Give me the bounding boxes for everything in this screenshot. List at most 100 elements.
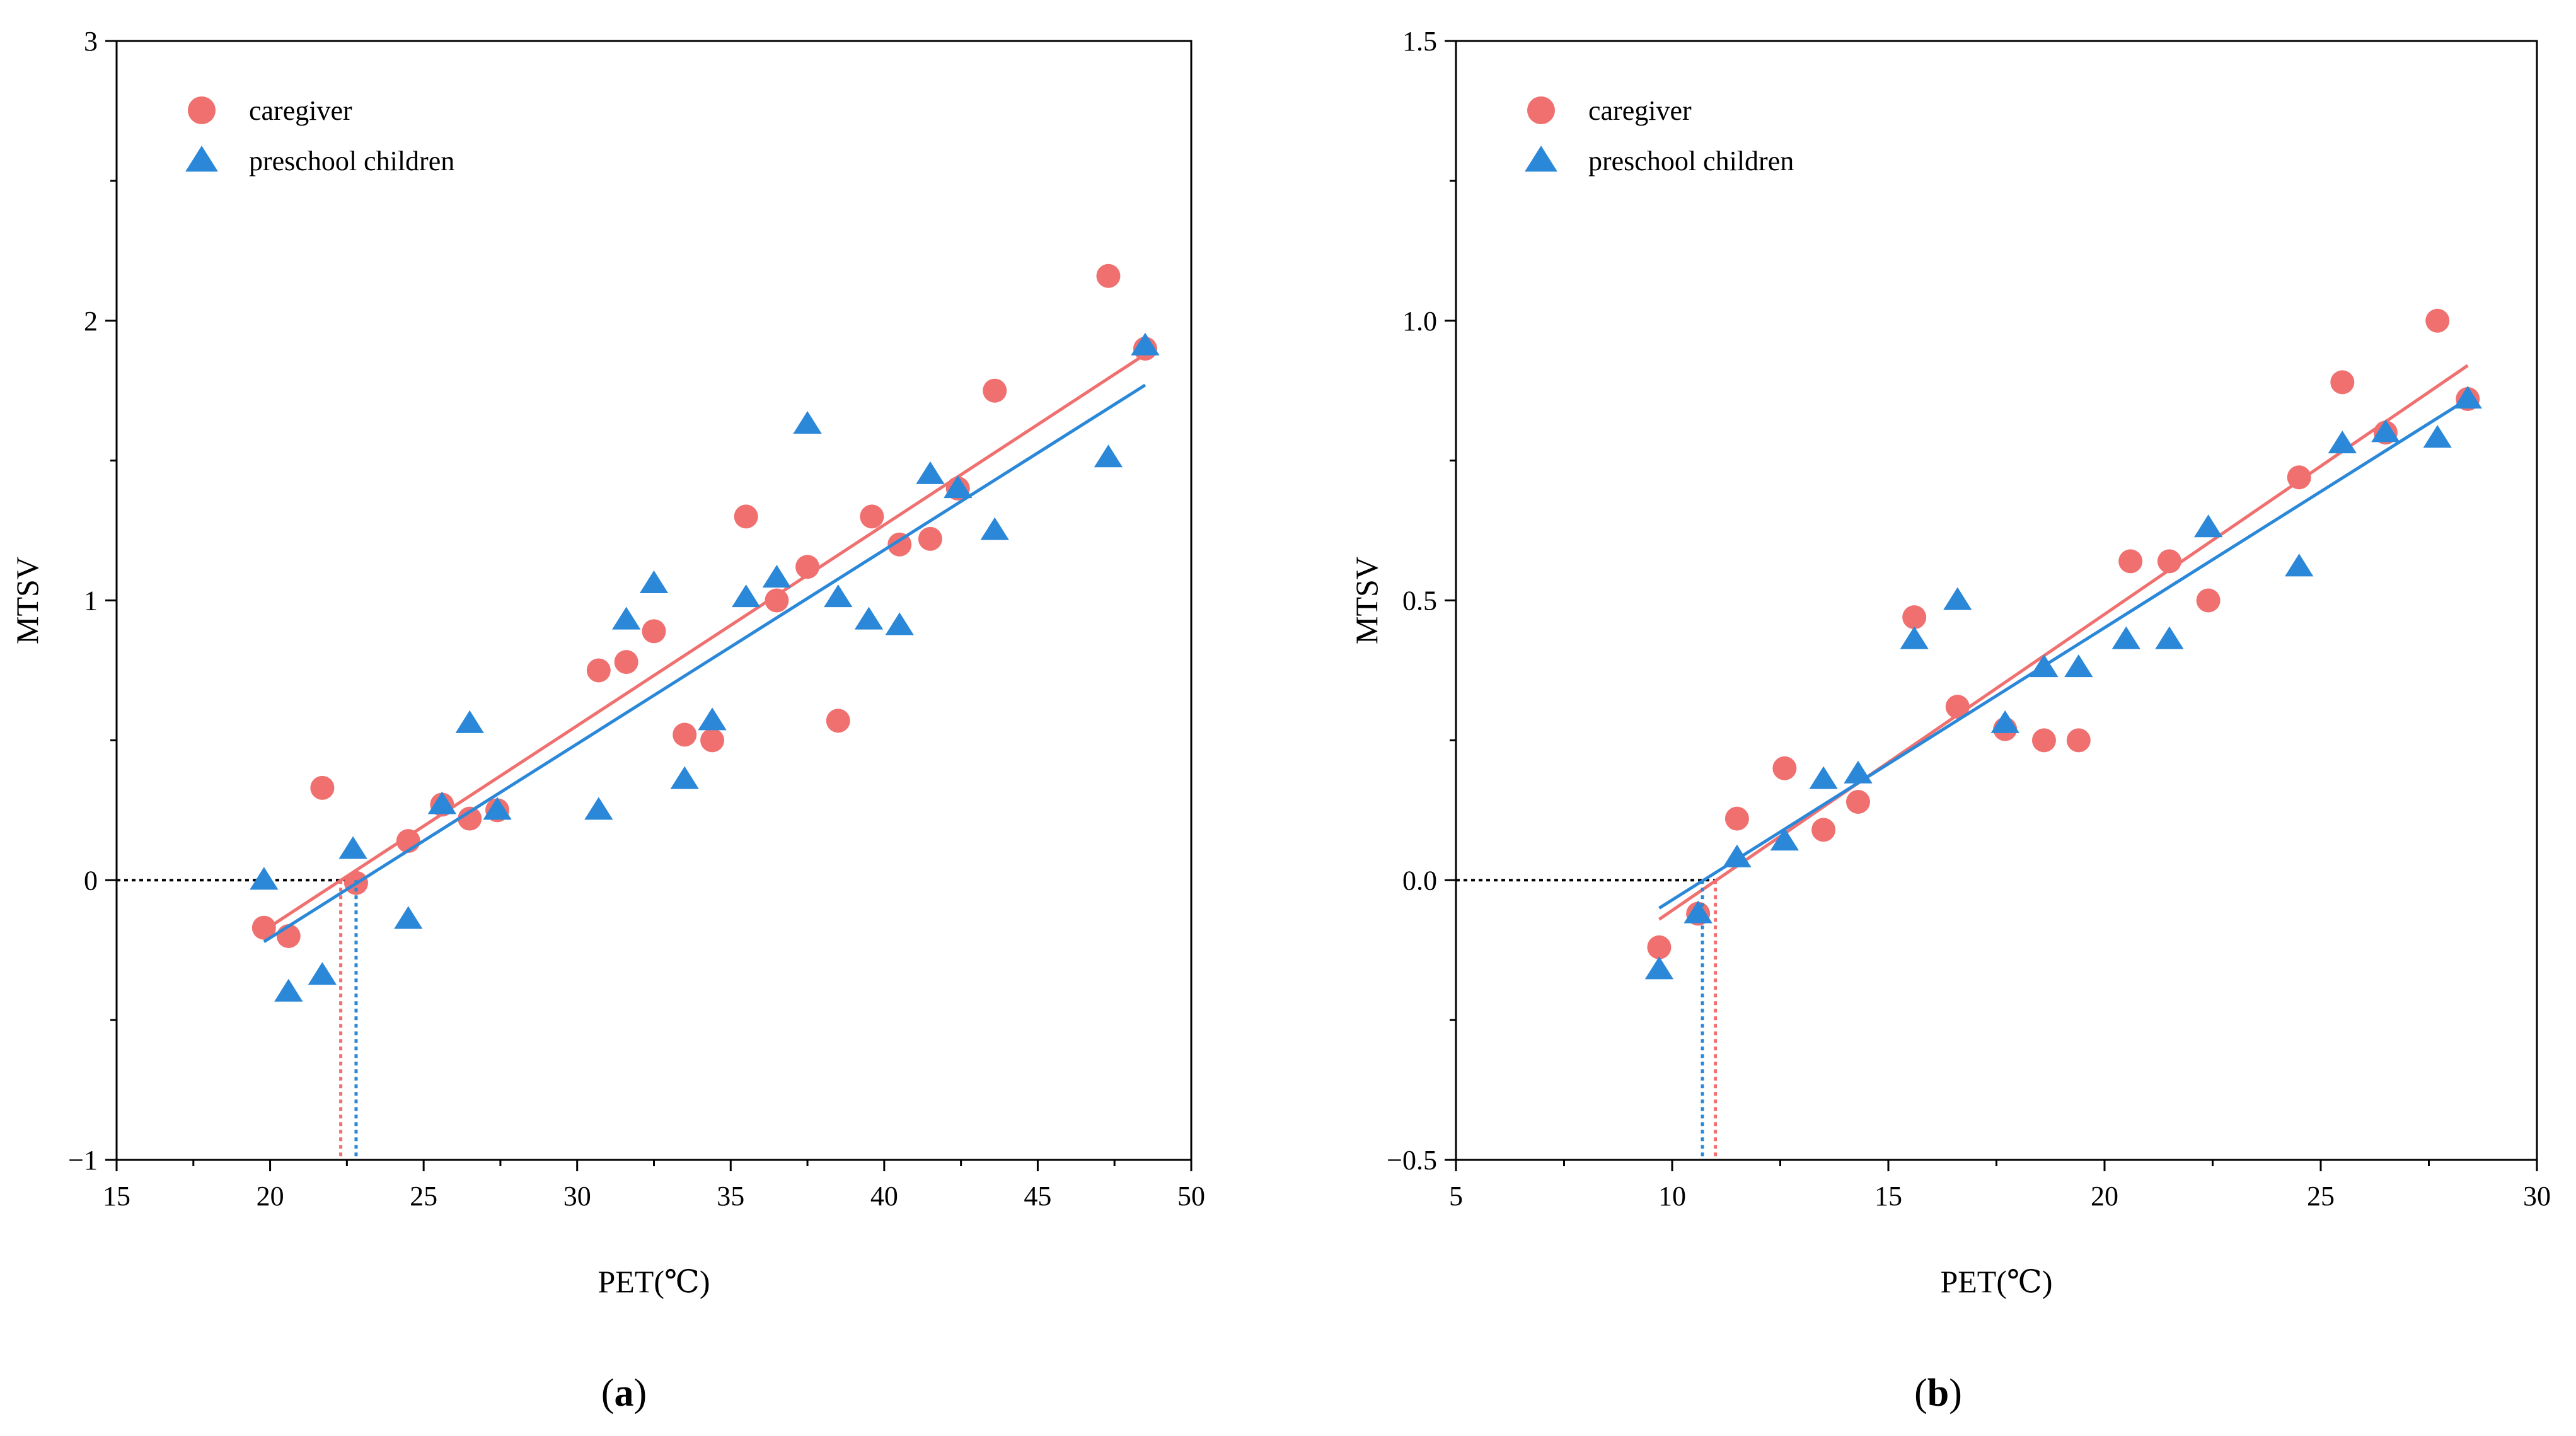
caregiver-point[interactable] — [2287, 465, 2311, 490]
caregiver-point[interactable] — [1647, 935, 1672, 959]
caregiver-point[interactable] — [765, 588, 789, 613]
caregiver-point[interactable] — [1772, 756, 1797, 780]
caregiver-point[interactable] — [2031, 728, 2056, 753]
caregiver-point[interactable] — [586, 658, 611, 683]
caregiver-point[interactable] — [826, 709, 850, 733]
caregiver-fit-line — [263, 352, 1146, 932]
caregiver-point[interactable] — [2118, 549, 2143, 574]
children-point[interactable] — [2423, 425, 2452, 448]
children-point[interactable] — [274, 978, 303, 1002]
legend-caregiver-label: caregiver — [1588, 95, 1692, 126]
children-point[interactable] — [793, 410, 822, 434]
caregiver-point[interactable] — [734, 504, 758, 529]
children-point[interactable] — [1943, 587, 1972, 610]
children-point[interactable] — [854, 606, 884, 630]
children-fit-line — [1658, 397, 2469, 910]
y-tick-label: 1 — [84, 586, 98, 617]
children-fit-line — [263, 383, 1146, 943]
caregiver-point[interactable] — [1096, 263, 1121, 288]
series-children — [1644, 386, 2482, 1160]
children-point[interactable] — [824, 584, 853, 608]
y-axis-label: MTSV — [1349, 557, 1384, 644]
x-tick-label: 20 — [2091, 1181, 2118, 1212]
children-point[interactable] — [944, 475, 973, 499]
children-point[interactable] — [980, 517, 1009, 540]
x-tick-label: 35 — [717, 1181, 744, 1212]
children-point[interactable] — [1844, 760, 1873, 784]
x-tick-label: 15 — [103, 1181, 130, 1212]
children-point[interactable] — [2285, 553, 2314, 577]
caregiver-point[interactable] — [983, 378, 1007, 403]
children-point[interactable] — [584, 797, 613, 820]
caregiver-point[interactable] — [642, 619, 666, 644]
children-point[interactable] — [483, 797, 512, 820]
children-point[interactable] — [338, 836, 367, 859]
children-point[interactable] — [1723, 844, 1752, 867]
children-point[interactable] — [1770, 828, 1799, 851]
children-point[interactable] — [2453, 386, 2482, 409]
caregiver-point[interactable] — [251, 915, 276, 940]
caregiver-point[interactable] — [2425, 308, 2450, 333]
legend-caregiver-marker — [1527, 96, 1555, 124]
y-tick-label: 0 — [84, 865, 98, 896]
legend: caregiver preschool children — [185, 95, 454, 177]
y-tick-label: 0.0 — [1402, 865, 1437, 896]
children-point[interactable] — [2030, 654, 2059, 678]
children-point[interactable] — [2328, 431, 2357, 454]
children-point[interactable] — [1684, 900, 1713, 924]
children-point[interactable] — [916, 461, 945, 484]
caregiver-point[interactable] — [614, 650, 638, 675]
y-axis-label: MTSV — [9, 557, 45, 644]
children-point[interactable] — [1094, 444, 1123, 468]
caregiver-point[interactable] — [1902, 605, 1927, 630]
children-point[interactable] — [1900, 626, 1929, 649]
caregiver-point[interactable] — [2157, 549, 2181, 574]
caregiver-point[interactable] — [918, 526, 942, 551]
children-point[interactable] — [2111, 626, 2140, 649]
caregiver-point[interactable] — [887, 532, 912, 557]
caregiver-point[interactable] — [1945, 695, 1970, 719]
children-point[interactable] — [698, 707, 727, 731]
children-point[interactable] — [1131, 332, 1160, 356]
panel-caption: (a) — [601, 1372, 647, 1415]
caregiver-point[interactable] — [2196, 588, 2221, 613]
plot-frame — [115, 40, 1193, 1161]
children-point[interactable] — [1809, 766, 1838, 789]
children-point[interactable] — [2193, 514, 2223, 538]
children-point[interactable] — [639, 570, 669, 593]
children-point[interactable] — [427, 791, 457, 814]
caregiver-point[interactable] — [795, 555, 820, 579]
children-point[interactable] — [670, 766, 699, 789]
caregiver-point[interactable] — [2066, 728, 2091, 753]
panel-b: 5 10 15 20 25 30 −0.5 0.0 0.5 1.0 1.5 PET(℃) MTSV car… — [1349, 26, 2551, 1415]
x-tick-label: 40 — [870, 1181, 898, 1212]
caregiver-point[interactable] — [700, 728, 725, 753]
y-tick-label: 1.5 — [1402, 26, 1437, 57]
x-tick-label: 10 — [1658, 1181, 1686, 1212]
children-point[interactable] — [394, 906, 423, 929]
children-point[interactable] — [308, 962, 337, 985]
caregiver-point[interactable] — [310, 775, 335, 800]
caregiver-point[interactable] — [1724, 806, 1749, 831]
children-point[interactable] — [250, 867, 279, 890]
children-point[interactable] — [1990, 710, 2019, 733]
caregiver-point[interactable] — [673, 722, 697, 747]
children-point[interactable] — [762, 565, 792, 588]
children-point[interactable] — [2371, 419, 2400, 443]
x-tick-label: 20 — [257, 1181, 284, 1212]
caregiver-point[interactable] — [1811, 818, 1836, 842]
caregiver-point[interactable] — [458, 806, 482, 831]
caregiver-point[interactable] — [1845, 790, 1870, 814]
children-point[interactable] — [885, 612, 914, 635]
caregiver-point[interactable] — [2330, 370, 2355, 395]
children-point[interactable] — [2155, 626, 2184, 649]
children-point[interactable] — [1644, 956, 1674, 980]
y-tick-label: 2 — [84, 306, 98, 337]
caregiver-point[interactable] — [860, 504, 884, 529]
children-point[interactable] — [2064, 654, 2093, 678]
x-tick-label: 5 — [1449, 1181, 1463, 1212]
children-point[interactable] — [455, 710, 484, 733]
children-point[interactable] — [611, 606, 641, 630]
children-point[interactable] — [731, 584, 761, 608]
